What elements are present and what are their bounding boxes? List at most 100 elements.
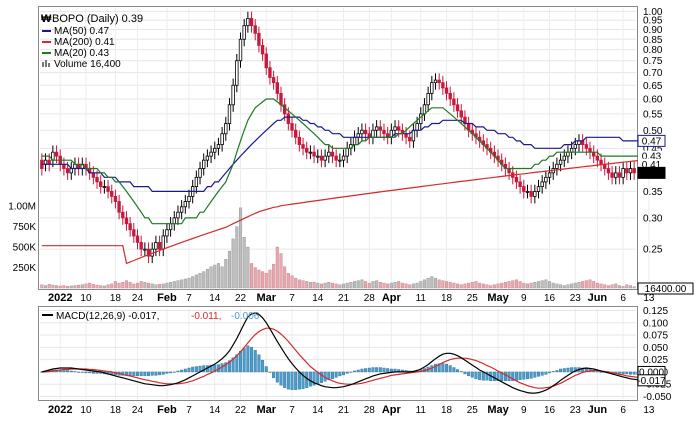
volume-bar <box>588 279 592 289</box>
macd-hist-bar <box>187 367 191 373</box>
volume-bar <box>507 281 511 289</box>
volume-bar <box>467 282 471 289</box>
date-tick-label: 24 <box>132 405 144 416</box>
macd-hist-bar <box>143 371 147 377</box>
volume-bar <box>577 282 581 289</box>
macd-tick-label: -0.050 <box>643 392 672 403</box>
candle-body <box>157 242 162 250</box>
volume-bar <box>253 267 257 289</box>
volume-bar <box>437 279 441 289</box>
candle-body <box>47 159 51 165</box>
date-tick-label: 7 <box>289 405 295 416</box>
candle-body <box>282 104 287 115</box>
macd-label-main: MACD(12,26,9) -0.017, <box>56 311 159 322</box>
candle-body <box>43 159 48 165</box>
candle-body <box>73 163 77 169</box>
macd-hist-bar <box>69 370 73 373</box>
macd-hist-bar <box>246 345 250 373</box>
candle-body <box>426 92 430 106</box>
macd-hist-bar <box>364 368 368 373</box>
volume-tick-label: 250K <box>13 263 37 274</box>
volume-bar <box>536 281 541 289</box>
macd-badge-1: -0.017 <box>637 376 666 387</box>
volume-bar <box>518 281 522 289</box>
macd-hist-bar <box>573 367 577 373</box>
date-tick-label: 9 <box>521 293 527 304</box>
candle-body <box>238 38 243 62</box>
volume-bar <box>84 283 88 289</box>
volume-bar <box>224 259 228 289</box>
date-tick-label: 7 <box>289 293 295 304</box>
candle-body <box>124 217 129 225</box>
macd-hist-bar <box>555 370 559 373</box>
candle-body <box>378 126 382 131</box>
macd-hist-bar <box>139 371 143 377</box>
candle-body <box>220 133 224 145</box>
candle-body <box>430 82 434 94</box>
price-badge-1: 0.43 <box>642 152 662 163</box>
macd-hist-bar <box>511 371 515 382</box>
volume-bar <box>77 284 81 289</box>
volume-bar <box>275 246 279 289</box>
macd-tick-label: 0.100 <box>643 318 668 329</box>
volume-bar <box>595 282 599 289</box>
macd-hist-bar <box>227 360 231 373</box>
macd-hist-bar <box>514 371 518 381</box>
price-badge-3: 0.39 <box>642 168 662 179</box>
candle-body <box>168 223 173 231</box>
volume-bar <box>386 283 390 289</box>
date-tick-label: Apr <box>382 292 402 304</box>
volume-bar <box>102 285 106 289</box>
volume-bar <box>205 268 209 289</box>
volume-bar <box>540 280 544 289</box>
date-tick-label: May <box>487 292 509 304</box>
candle-body <box>216 144 221 149</box>
date-tick-label: Jun <box>588 292 608 304</box>
candle-body <box>621 168 625 178</box>
candle-body <box>617 172 622 178</box>
date-tick-label: 24 <box>132 293 144 304</box>
volume-bar <box>492 284 496 289</box>
candle-body <box>408 136 412 142</box>
volume-bar <box>415 282 419 289</box>
date-tick-label: Mar <box>256 292 276 304</box>
volume-bar <box>393 282 397 289</box>
macd-hist-bar <box>209 364 213 373</box>
volume-bar <box>430 276 434 289</box>
price-tick-label: 0.35 <box>643 187 663 198</box>
date-tick-label: 23 <box>570 405 582 416</box>
macd-hist-bar <box>194 366 198 373</box>
candle-body <box>334 155 338 161</box>
price-tick-label: 0.45 <box>643 144 663 155</box>
volume-bar <box>272 264 276 289</box>
candle-body <box>205 155 210 161</box>
volume-bar <box>592 281 596 289</box>
candle-body <box>121 211 125 219</box>
macd-hist-bar <box>632 371 636 375</box>
candle-body <box>179 206 184 213</box>
price-tick-label: 0.90 <box>643 25 663 36</box>
volume-bar <box>448 282 452 289</box>
candle-body <box>374 126 379 131</box>
macd-hist-bar <box>529 371 533 379</box>
macd-hist-bar <box>88 371 92 374</box>
candle-body <box>448 92 452 100</box>
volume-bar <box>158 284 162 289</box>
candle-body <box>260 45 265 55</box>
candle-body <box>415 123 419 131</box>
volume-bar <box>481 283 485 289</box>
volume-bar <box>106 284 110 289</box>
date-tick-label: 10 <box>80 405 92 416</box>
candle-body <box>253 25 257 34</box>
candle-body <box>308 151 313 154</box>
macd-tick-label: 0.075 <box>643 331 668 342</box>
volume-bar <box>308 282 312 289</box>
candle-body <box>224 123 228 135</box>
candle-body <box>341 155 346 161</box>
macd-grid <box>40 308 650 399</box>
candle-body <box>397 126 401 131</box>
ma200-line <box>41 157 657 265</box>
candle-body <box>99 181 103 188</box>
candle-body <box>632 168 636 174</box>
candle-body <box>165 229 169 237</box>
